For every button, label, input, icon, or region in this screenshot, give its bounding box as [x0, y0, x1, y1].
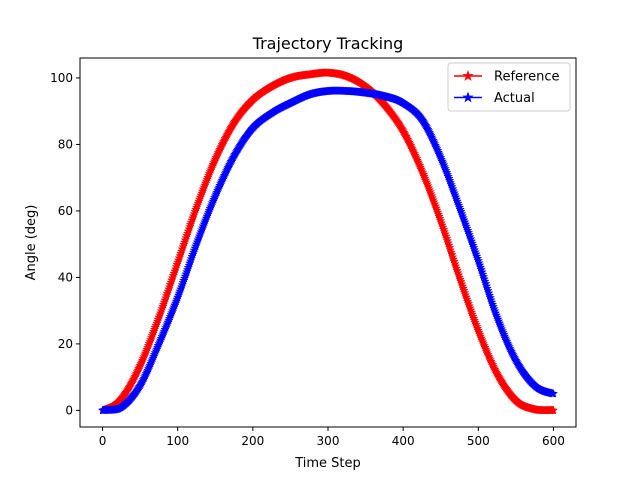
series-layer [97, 67, 559, 415]
x-tick-label: 500 [467, 434, 490, 448]
y-tick-label: 40 [58, 270, 73, 284]
legend-label-reference: Reference [494, 70, 559, 85]
x-axis-ticks: 0 100 200 300 400 500 600 [99, 427, 565, 448]
legend-box [447, 62, 571, 112]
x-tick-label: 0 [99, 434, 107, 448]
y-tick-label: 0 [65, 403, 73, 417]
y-axis-ticks: 0 20 40 60 80 100 [50, 71, 80, 417]
x-tick-label: 100 [166, 434, 189, 448]
y-tick-label: 20 [58, 337, 73, 351]
y-tick-label: 80 [58, 137, 73, 151]
legend: Reference Actual [447, 62, 571, 112]
x-tick-label: 200 [241, 434, 264, 448]
x-tick-label: 600 [542, 434, 565, 448]
chart-title: Trajectory Tracking [252, 34, 404, 53]
series-actual [97, 85, 559, 415]
x-axis-label: Time Step [294, 456, 361, 471]
y-axis-label: Angle (deg) [24, 205, 39, 281]
series-star-markers [97, 85, 559, 415]
legend-star-icon [462, 69, 474, 81]
y-tick-label: 100 [50, 71, 73, 85]
y-tick-label: 60 [58, 204, 73, 218]
x-tick-label: 400 [392, 434, 415, 448]
legend-label-actual: Actual [494, 91, 535, 106]
x-tick-label: 300 [317, 434, 340, 448]
legend-star-icon [462, 91, 474, 103]
